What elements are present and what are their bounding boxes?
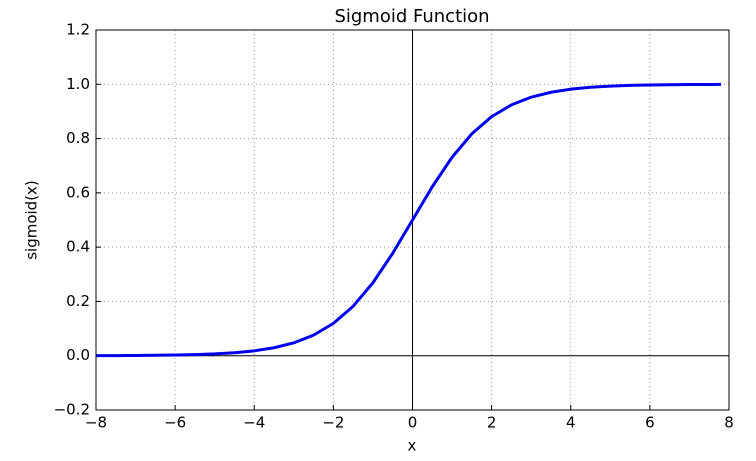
y-tick-label: 0.8 (66, 129, 90, 147)
x-tick-label: 2 (487, 414, 497, 432)
y-tick-label: 1.0 (66, 75, 90, 93)
y-tick-label: 1.2 (66, 21, 90, 39)
x-tick-label: −2 (322, 414, 344, 432)
x-tick-label: 6 (645, 414, 655, 432)
x-tick-label: 8 (724, 414, 734, 432)
x-tick-label: −4 (243, 414, 265, 432)
y-tick-label: 0.2 (66, 292, 90, 310)
y-tick-label: 0.0 (66, 346, 90, 364)
line (95, 82, 722, 358)
x-tick-label: −8 (85, 414, 107, 432)
y-tick-label: −0.2 (54, 401, 90, 419)
x-tick-label: 0 (408, 414, 418, 432)
plot-frame (95, 29, 730, 411)
y-tick-label: 0.6 (66, 183, 90, 201)
x-tick-label: −6 (164, 414, 186, 432)
x-tick-label: 4 (566, 414, 576, 432)
y-tick-label: 0.4 (66, 238, 90, 256)
x-axis-label: x (408, 437, 417, 455)
chart-title: Sigmoid Function (334, 6, 489, 27)
y-axis-label: sigmoid(x) (23, 180, 41, 260)
